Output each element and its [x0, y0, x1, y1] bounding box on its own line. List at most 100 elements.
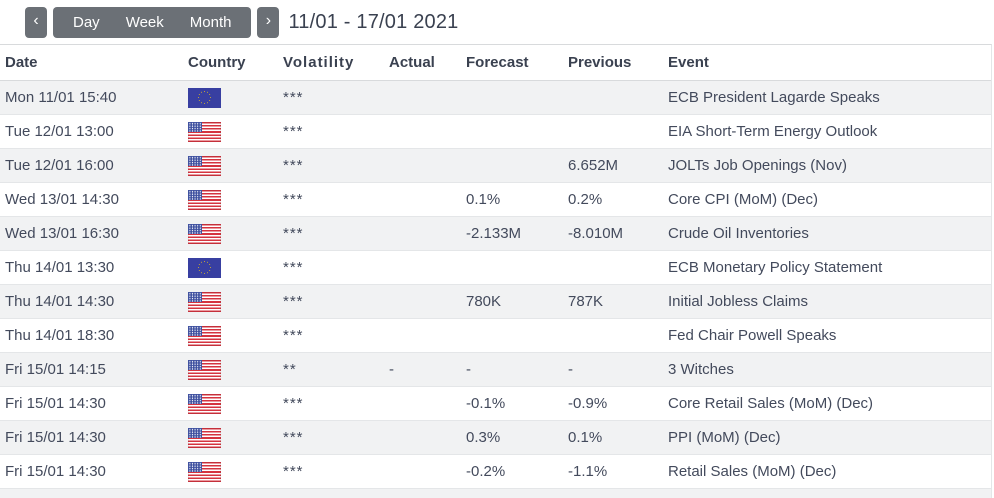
volatility-cell: *** [283, 123, 304, 140]
forecast-cell: -2.133M [466, 225, 522, 242]
country-cell [183, 223, 278, 244]
us-flag-icon [188, 427, 221, 448]
previous-cell: -0.9% [568, 395, 608, 412]
us-flag-icon [188, 359, 221, 380]
date-cell: Fri 15/01 14:15 [5, 361, 106, 378]
date-cell: Thu 14/01 14:30 [5, 293, 115, 310]
previous-cell: -8.010M [568, 225, 624, 242]
country-cell [183, 427, 278, 448]
date-cell: Tue 12/01 16:00 [5, 157, 114, 174]
us-flag-icon [188, 461, 221, 482]
events-table: Date Country Volatility Actual Forecast … [0, 44, 992, 498]
date-cell: Mon 11/01 15:40 [5, 89, 117, 106]
forecast-cell: -0.2% [466, 463, 506, 480]
previous-cell: 6.652M [568, 157, 619, 174]
column-header-date: Date [5, 54, 38, 71]
volatility-cell: ** [283, 361, 297, 378]
date-cell: Wed 13/01 16:30 [5, 225, 119, 242]
forecast-cell: - [466, 361, 471, 378]
volatility-cell: *** [283, 259, 304, 276]
date-cell: Fri 15/01 14:30 [5, 463, 106, 480]
us-flag-icon [188, 189, 221, 210]
volatility-cell: *** [283, 89, 304, 106]
calendar-toolbar: ‹ Day Week Month › 11/01 - 17/01 2021 [0, 0, 994, 44]
table-row[interactable]: Fri 15/01 14:30 *** -0.1% -0.9% Core Ret… [0, 387, 991, 421]
volatility-cell: *** [283, 191, 304, 208]
previous-cell: 787K [568, 293, 604, 310]
view-button[interactable]: Month [190, 7, 232, 38]
event-cell: ECB Monetary Policy Statement [668, 259, 883, 276]
forecast-cell: 780K [466, 293, 502, 310]
event-cell: Core CPI (MoM) (Dec) [668, 191, 819, 208]
column-header-previous: Previous [568, 54, 632, 71]
country-cell [183, 359, 278, 380]
eu-flag-icon [188, 87, 221, 108]
us-flag-icon [188, 155, 221, 176]
country-cell [183, 325, 278, 346]
forecast-cell: 0.3% [466, 429, 501, 446]
volatility-cell: *** [283, 395, 304, 412]
view-button[interactable]: Day [73, 7, 100, 38]
previous-cell: - [568, 361, 573, 378]
prev-week-button[interactable]: ‹ [25, 6, 47, 38]
country-cell [183, 121, 278, 142]
previous-cell: 0.1% [568, 429, 603, 446]
us-flag-icon [188, 121, 221, 142]
event-cell: Fed Chair Powell Speaks [668, 327, 837, 344]
volatility-cell: *** [283, 327, 304, 344]
chevron-left-icon: ‹ [33, 12, 39, 29]
us-flag-icon [188, 291, 221, 312]
table-row[interactable]: Tue 12/01 13:00 *** EIA Short-Term Energ… [0, 115, 991, 149]
table-row[interactable]: Thu 14/01 18:30 *** Fed Chair Powell Spe… [0, 319, 991, 353]
date-cell: Thu 14/01 18:30 [5, 327, 115, 344]
table-row[interactable]: Wed 13/01 14:30 *** 0.1% 0.2% Core CPI (… [0, 183, 991, 217]
date-cell: Thu 14/01 13:30 [5, 259, 115, 276]
view-button[interactable]: Week [126, 7, 164, 38]
chevron-right-icon: › [265, 12, 272, 29]
previous-cell: -1.1% [568, 463, 608, 480]
event-cell: 3 Witches [668, 361, 734, 378]
column-header-actual: Actual [389, 54, 435, 71]
country-cell [183, 155, 278, 176]
us-flag-icon [188, 325, 221, 346]
previous-cell: 0.2% [568, 191, 603, 208]
table-row[interactable]: Fri 15/01 14:30 *** -0.2% -1.1% Retail S… [0, 455, 991, 489]
date-cell: Wed 13/01 14:30 [5, 191, 119, 208]
forecast-cell: 0.1% [466, 191, 501, 208]
forecast-cell: -0.1% [466, 395, 506, 412]
event-cell: EIA Short-Term Energy Outlook [668, 123, 878, 140]
column-header-country: Country [188, 54, 246, 71]
country-cell [183, 257, 278, 278]
date-cell: Tue 12/01 13:00 [5, 123, 114, 140]
event-cell: Initial Jobless Claims [668, 293, 809, 310]
table-body: Mon 11/01 15:40 *** ECB President Lagard… [0, 81, 991, 489]
table-row[interactable]: Tue 12/01 16:00 *** 6.652M JOLTs Job Ope… [0, 149, 991, 183]
event-cell: Retail Sales (MoM) (Dec) [668, 463, 837, 480]
actual-cell: - [389, 361, 394, 378]
view-switcher: Day Week Month [53, 6, 252, 38]
volatility-cell: *** [283, 463, 304, 480]
table-row[interactable]: Wed 13/01 16:30 *** -2.133M -8.010M Crud… [0, 217, 991, 251]
date-cell: Fri 15/01 14:30 [5, 429, 106, 446]
date-cell: Fri 15/01 14:30 [5, 395, 106, 412]
table-row[interactable]: Thu 14/01 13:30 *** ECB Monetary Policy … [0, 251, 991, 285]
table-header-row: Date Country Volatility Actual Forecast … [0, 45, 991, 81]
eu-flag-icon [188, 257, 221, 278]
country-cell [183, 87, 278, 108]
table-row[interactable]: Fri 15/01 14:15 ** - - - 3 Witches [0, 353, 991, 387]
event-cell: Crude Oil Inventories [668, 225, 809, 242]
date-range-label: 11/01 - 17/01 2021 [288, 10, 459, 33]
event-cell: Core Retail Sales (MoM) (Dec) [668, 395, 874, 412]
column-header-event: Event [668, 54, 709, 71]
event-cell: PPI (MoM) (Dec) [668, 429, 781, 446]
country-cell [183, 189, 278, 210]
volatility-cell: *** [283, 225, 304, 242]
next-row-partial [0, 489, 991, 498]
next-week-button[interactable]: › [257, 6, 280, 38]
table-row[interactable]: Thu 14/01 14:30 *** 780K 787K Initial Jo… [0, 285, 991, 319]
event-cell: ECB President Lagarde Speaks [668, 89, 880, 106]
volatility-cell: *** [283, 157, 304, 174]
table-row[interactable]: Mon 11/01 15:40 *** ECB President Lagard… [0, 81, 991, 115]
table-row[interactable]: Fri 15/01 14:30 *** 0.3% 0.1% PPI (MoM) … [0, 421, 991, 455]
